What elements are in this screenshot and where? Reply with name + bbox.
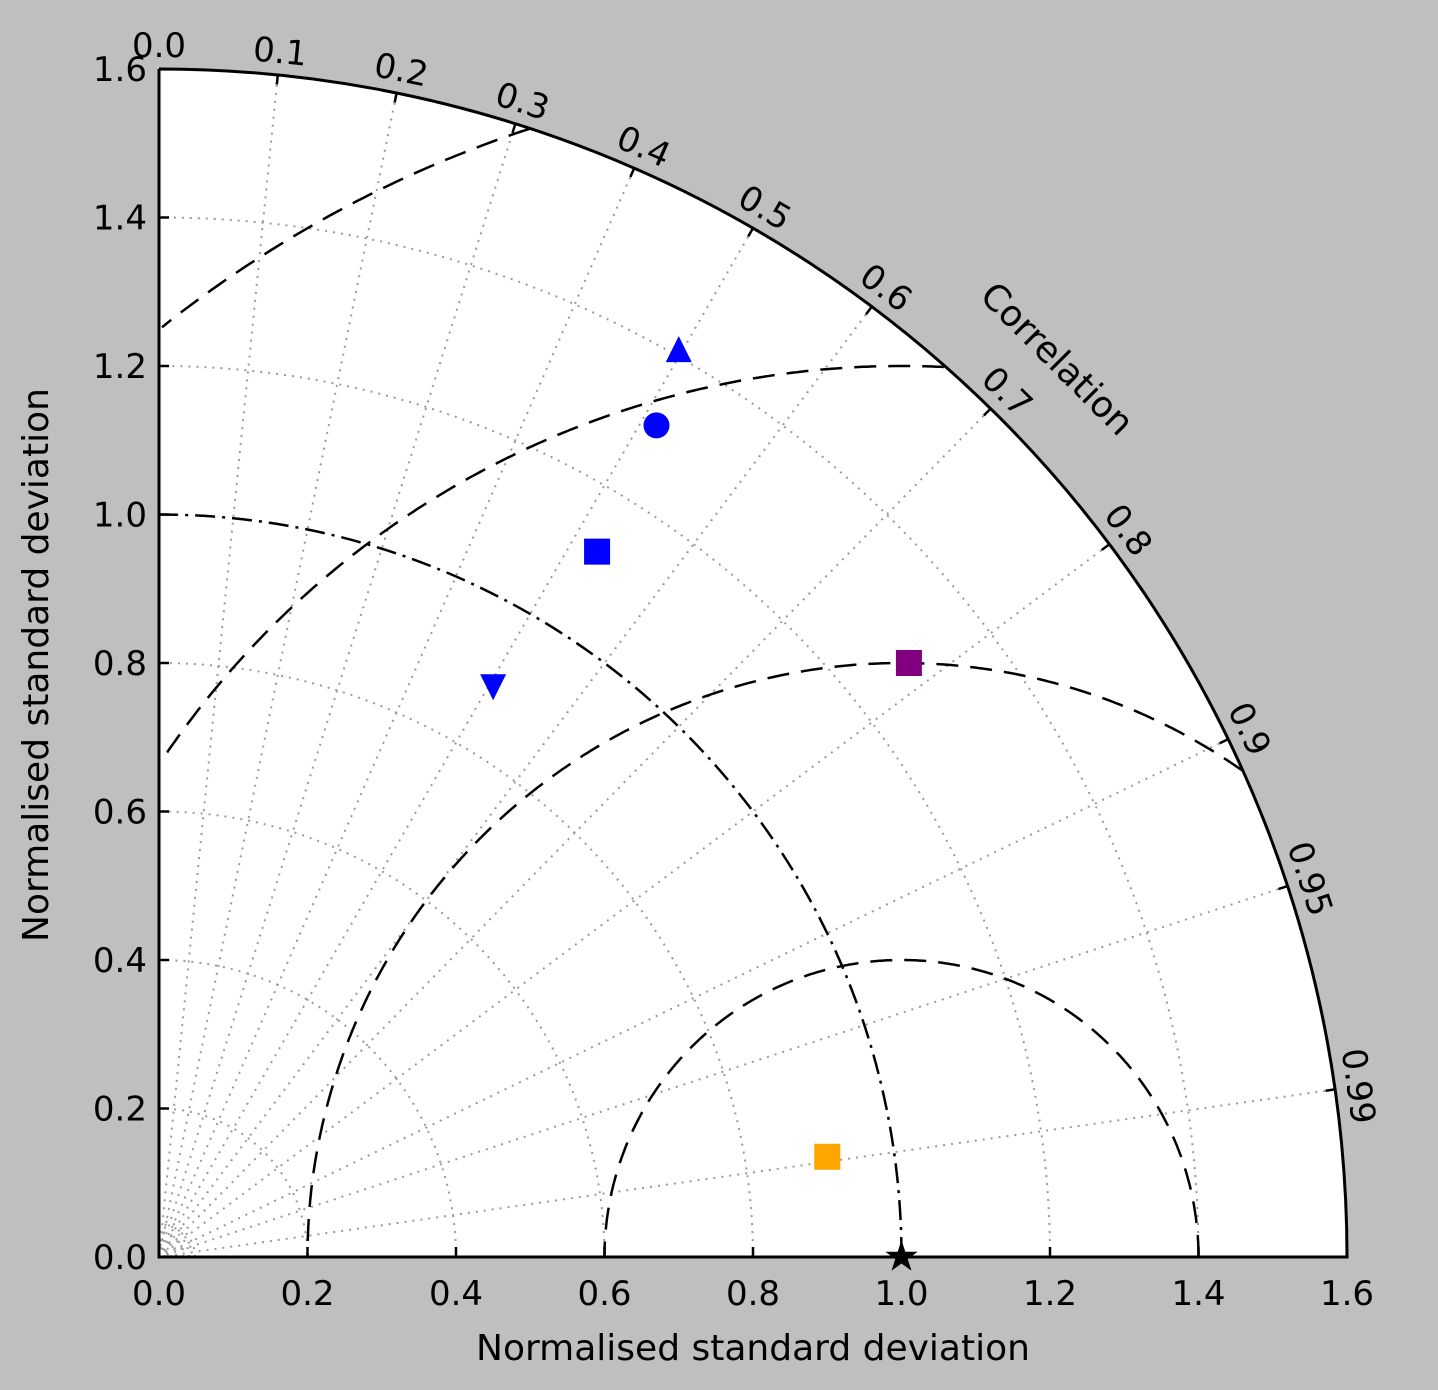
x-tick-label: 0.0: [132, 1274, 186, 1314]
std-grid-arc: [158, 959, 457, 1258]
correlation-tick-label: 0.1: [251, 29, 309, 74]
plot-area: [159, 69, 1347, 1257]
correlation-grid-line: [158, 167, 636, 1258]
correlation-grid-line: [158, 74, 279, 1258]
correlation-tick-mark: [1278, 884, 1288, 891]
x-tick-label: 1.6: [1320, 1274, 1374, 1314]
data-point-1: [665, 336, 692, 363]
y-tick-label: 1.0: [93, 496, 147, 536]
y-tick-label: 0.2: [93, 1090, 147, 1130]
x-tick-label: 1.4: [1171, 1274, 1225, 1314]
y-tick-label: 0.6: [93, 793, 147, 833]
data-point-6: [814, 1143, 841, 1170]
correlation-tick-mark: [982, 407, 992, 417]
y-tick-label: 0.4: [93, 941, 147, 981]
frame-layer: [157, 67, 1349, 1259]
reference-point-star: [885, 1240, 918, 1271]
std-grid-arc: [158, 365, 1051, 1258]
correlation-grid-line: [158, 738, 1229, 1258]
y-tick-label: 0.8: [93, 644, 147, 684]
correlation-grid-line: [158, 123, 517, 1258]
x-tick-label: 0.2: [280, 1274, 334, 1314]
std-grid-arc: [158, 1107, 309, 1258]
correlation-grid-line: [158, 227, 754, 1258]
correlation-tick-mark: [747, 227, 755, 238]
correlation-tick-mark: [1100, 543, 1111, 551]
y-tick-label: 1.6: [93, 50, 147, 90]
correlation-tick-label: 0.2: [371, 45, 432, 95]
correlation-tick-mark: [1218, 738, 1229, 745]
y-axis-label: Normalised standard deviation: [16, 388, 57, 942]
correlation-grid-line: [158, 407, 992, 1258]
data-point-3: [584, 538, 611, 565]
y-tick-label: 1.4: [93, 199, 147, 239]
plot-frame: [157, 67, 1349, 1259]
x-tick-label: 1.0: [874, 1274, 928, 1314]
x-tick-label: 0.4: [429, 1274, 483, 1314]
correlation-grid-line: [158, 885, 1288, 1258]
correlation-grid-line: [158, 543, 1111, 1258]
y-tick-label: 0.0: [93, 1238, 147, 1278]
std-grid-arc: [158, 216, 1200, 1258]
data-point-2: [643, 412, 670, 439]
data-point-4: [480, 674, 507, 701]
x-tick-label: 0.6: [577, 1274, 631, 1314]
point-layer: [480, 336, 922, 1271]
std-grid-arc: [158, 810, 606, 1258]
rms-contour: [306, 661, 1243, 1257]
correlation-tick-mark: [1325, 1088, 1336, 1093]
rms-contour: [603, 958, 1200, 1257]
correlation-tick-mark: [275, 74, 280, 85]
correlation-tick-mark: [393, 92, 398, 103]
x-tick-label: 0.8: [726, 1274, 780, 1314]
data-point-5: [895, 650, 922, 676]
correlation-tick-mark: [629, 167, 636, 178]
x-tick-label: 1.2: [1023, 1274, 1077, 1314]
reference-std-contour: [158, 513, 903, 1258]
correlation-tick-label: 0.99: [1333, 1046, 1383, 1127]
y-tick-label: 1.2: [93, 347, 147, 387]
rms-contour: [161, 127, 530, 329]
correlation-grid-line: [158, 306, 873, 1258]
origin-grid-arc: [158, 1232, 184, 1258]
grid-layer: [158, 74, 1336, 1258]
correlation-tick-mark: [865, 305, 873, 316]
correlation-tick-mark: [511, 123, 517, 134]
correlation-tick-label: 0.0: [132, 26, 186, 66]
rms-contour: [159, 364, 945, 763]
x-axis-label: Normalised standard deviation: [476, 1328, 1030, 1369]
rms-contour-layer: [158, 127, 1243, 1258]
correlation-grid-line: [158, 1088, 1336, 1258]
